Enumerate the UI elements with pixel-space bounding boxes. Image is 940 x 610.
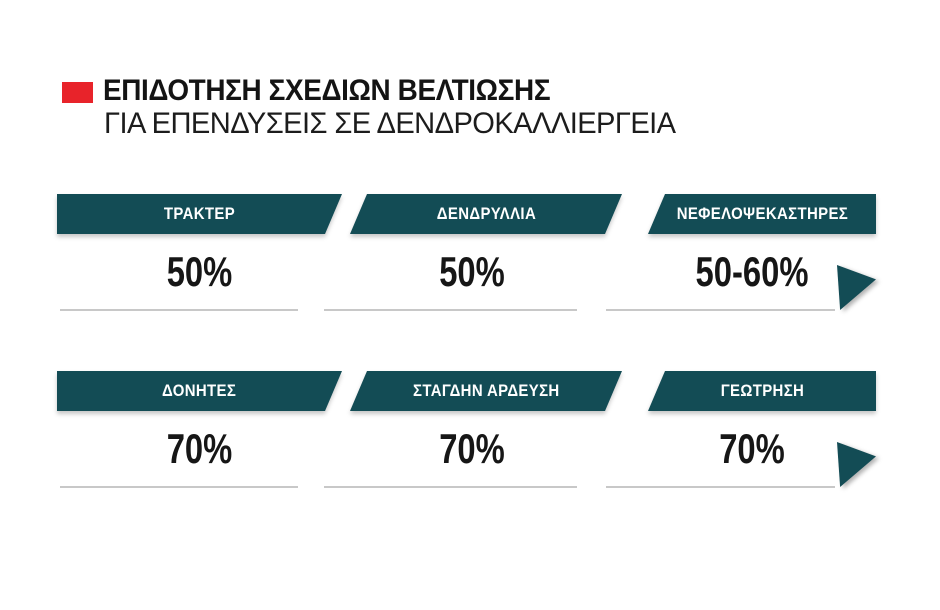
divider-line — [60, 486, 298, 488]
subsidy-row-2: ΔΟΝΗΤΕΣ 70% ΣΤΑΓΔΗΝ ΑΡΔΕΥΣΗ 70% ΓΕΩΤΡΗΣΗ… — [57, 371, 876, 501]
category-header-band: ΣΤΑΓΔΗΝ ΑΡΔΕΥΣΗ — [350, 371, 622, 411]
category-header-band: ΤΡΑΚΤΕΡ — [57, 194, 342, 234]
subsidy-value: 50-60% — [695, 248, 809, 295]
page-title: ΕΠΙΔΟΤΗΣΗ ΣΧΕΔΙΩΝ ΒΕΛΤΙΩΣΗΣ — [103, 74, 551, 107]
folded-corner-icon — [837, 265, 876, 310]
folded-corner-icon — [837, 442, 876, 487]
category-label: ΔΟΝΗΤΕΣ — [162, 381, 237, 400]
page-subtitle: ΓΙΑ ΕΠΕΝΔΥΣΕΙΣ ΣΕ ΔΕΝΔΡΟΚΑΛΛΙΕΡΓΕΙΑ — [104, 107, 676, 140]
category-label: ΔΕΝΔΡΥΛΛΙΑ — [436, 204, 536, 223]
cell-vibrators: ΔΟΝΗΤΕΣ 70% — [57, 371, 342, 501]
category-header-band: ΝΕΦΕΛΟΨΕΚΑΣΤΗΡΕΣ — [648, 194, 876, 234]
cell-mist-sprayers: ΝΕΦΕΛΟΨΕΚΑΣΤΗΡΕΣ 50-60% — [648, 194, 876, 324]
category-header-band: ΓΕΩΤΡΗΣΗ — [648, 371, 876, 411]
divider-line — [606, 486, 835, 488]
category-label: ΤΡΑΚΤΕΡ — [163, 204, 236, 223]
cell-tractor: ΤΡΑΚΤΕΡ 50% — [57, 194, 342, 324]
subsidy-value: 50% — [439, 248, 505, 295]
cell-drip-irrigation: ΣΤΑΓΔΗΝ ΑΡΔΕΥΣΗ 70% — [350, 371, 622, 501]
category-label: ΝΕΦΕΛΟΨΕΚΑΣΤΗΡΕΣ — [676, 204, 848, 223]
cell-borehole: ΓΕΩΤΡΗΣΗ 70% — [648, 371, 876, 501]
divider-line — [324, 486, 577, 488]
subsidy-row-1: ΤΡΑΚΤΕΡ 50% ΔΕΝΔΡΥΛΛΙΑ 50% ΝΕΦΕΛΟΨΕΚΑΣΤΗ… — [57, 194, 876, 324]
red-bullet-icon — [62, 82, 93, 103]
subsidy-value: 50% — [166, 248, 233, 295]
category-label: ΓΕΩΤΡΗΣΗ — [720, 381, 804, 400]
subsidy-value: 70% — [166, 425, 233, 472]
category-header-band: ΔΕΝΔΡΥΛΛΙΑ — [350, 194, 622, 234]
category-header-band: ΔΟΝΗΤΕΣ — [57, 371, 342, 411]
divider-line — [60, 309, 298, 311]
category-label: ΣΤΑΓΔΗΝ ΑΡΔΕΥΣΗ — [412, 381, 560, 400]
divider-line — [606, 309, 835, 311]
subsidy-value: 70% — [719, 425, 785, 472]
divider-line — [324, 309, 577, 311]
cell-saplings: ΔΕΝΔΡΥΛΛΙΑ 50% — [350, 194, 622, 324]
subsidy-value: 70% — [439, 425, 505, 472]
